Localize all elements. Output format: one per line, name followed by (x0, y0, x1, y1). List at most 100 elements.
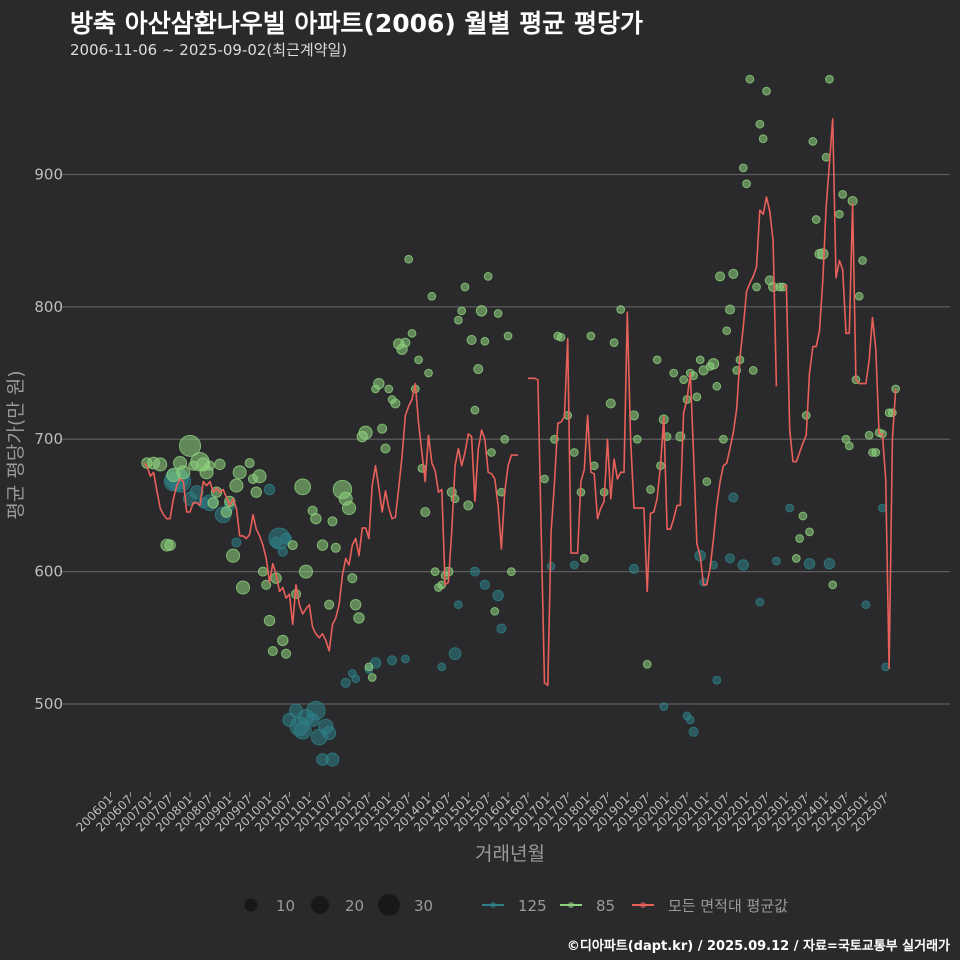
y-ticks: 500 600 700 800 900 (34, 166, 63, 713)
scatter-point-85 (646, 485, 655, 494)
scatter-point-125 (263, 483, 276, 496)
scatter-point-85 (858, 256, 867, 265)
scatter-point-85 (384, 384, 394, 394)
scatter-point-125 (340, 677, 351, 688)
scatter-point-85 (707, 358, 720, 370)
scatter-point-85 (358, 425, 373, 440)
scatter-point-125 (861, 600, 871, 610)
scatter-point-85 (586, 331, 596, 341)
scatter-point-85 (500, 434, 510, 444)
scatter-point-85 (817, 248, 829, 260)
scatter-point-125 (628, 563, 639, 574)
scatter-point-85 (377, 423, 388, 434)
scatter-point-85 (353, 612, 365, 624)
scatter-point-85 (589, 461, 599, 471)
scatter-point-85 (692, 392, 702, 402)
legend-size-label: 30 (414, 897, 433, 915)
scatter-point-125 (400, 654, 410, 664)
scatter-point-85 (828, 580, 838, 590)
scatter-point-125 (724, 553, 736, 564)
average-line-segment (143, 382, 518, 652)
scatter-point-85 (267, 645, 278, 657)
scatter-point-85 (724, 304, 736, 315)
scatter-point-85 (424, 368, 433, 378)
scatter-point-85 (226, 548, 241, 563)
scatter-point-85 (755, 119, 765, 129)
scatter-point-125 (878, 503, 887, 513)
scatter-point-85 (463, 500, 474, 511)
chart-subtitle: 2006-11-06 ~ 2025-09-02(최근계약일) (70, 41, 348, 59)
scatter-point-85 (466, 334, 477, 345)
legend-series-label: 모든 면적대 평균값 (668, 897, 788, 915)
scatter-point-85 (261, 579, 272, 590)
scatter-point-85 (679, 375, 689, 385)
scatter-point-85 (758, 134, 768, 144)
scatter-point-125 (737, 559, 749, 571)
scatter-point-85 (811, 215, 821, 224)
scatter-point-125 (280, 532, 292, 545)
y-tick-label: 900 (34, 166, 63, 184)
scatter-point-85 (277, 634, 289, 647)
scatter-point-85 (229, 478, 244, 493)
scatter-point-125 (772, 556, 781, 566)
scatter-point-85 (795, 534, 804, 543)
scatter-point-85 (420, 507, 431, 518)
scatter-point-85 (164, 539, 176, 551)
legend-size-label: 10 (276, 897, 295, 915)
scatter-point-85 (507, 567, 516, 576)
scatter-point-85 (745, 74, 755, 84)
scatter-point-85 (801, 411, 811, 420)
scatter-point-85 (460, 282, 470, 292)
scatter-point-85 (715, 271, 726, 282)
scatter-point-85 (556, 332, 566, 342)
scatter-point-85 (327, 516, 338, 527)
scatter-point-85 (791, 553, 801, 563)
x-axis-label: 거래년월 (475, 843, 545, 865)
scatter-point-125 (325, 752, 340, 767)
scatter-point-85 (652, 355, 662, 365)
scatter-point-85 (805, 527, 814, 537)
scatter-point-125 (803, 557, 816, 570)
scatter-point-85 (373, 377, 385, 390)
scatter-point-85 (220, 506, 233, 518)
scatter-point-125 (322, 726, 337, 741)
legend-size-label: 20 (345, 897, 364, 915)
scatter-point-85 (825, 74, 834, 84)
scatter-point-125 (659, 702, 669, 711)
scatter-point-125 (755, 597, 765, 607)
scatter-point-85 (473, 364, 484, 375)
scatter-point-85 (414, 355, 423, 365)
scatter-point-125 (437, 662, 447, 672)
scatter-point-125 (231, 537, 242, 548)
scatter-point-85 (742, 179, 751, 189)
y-tick-label: 600 (34, 563, 63, 581)
scatter-point-85 (719, 434, 728, 444)
scatter-point-85 (250, 486, 262, 498)
scatter-point-85 (263, 614, 276, 627)
scatter-point-125 (712, 675, 722, 685)
scatter-point-85 (490, 606, 500, 616)
scatter-point-85 (324, 599, 335, 610)
legend-point-key (568, 902, 574, 908)
scatter-point-85 (364, 662, 374, 672)
source-footer: ©디아파트(dapt.kr) / 2025.09.12 / 자료=국토교통부 실… (566, 939, 950, 954)
scatter-point-125 (688, 726, 699, 737)
scatter-point-85 (475, 305, 488, 317)
scatter-point-85 (695, 355, 705, 365)
scatter-point-85 (748, 366, 758, 375)
scatter-point-85 (244, 458, 255, 469)
legend-size-circle (378, 894, 400, 916)
scatter-point-85 (430, 567, 440, 576)
scatter-point-85 (178, 434, 202, 457)
scatter-point-85 (404, 254, 414, 264)
scatter-point-85 (287, 540, 298, 551)
scatter-point-85 (453, 315, 463, 325)
scatter-point-85 (642, 659, 652, 669)
scatter-point-85 (871, 448, 881, 457)
average-line (143, 118, 897, 687)
scatter-point-85 (427, 291, 437, 301)
scatter-point-85 (457, 306, 467, 316)
scatter-point-125 (685, 715, 695, 725)
scatter-point-85 (493, 309, 503, 318)
legend-size-circle (244, 898, 258, 912)
